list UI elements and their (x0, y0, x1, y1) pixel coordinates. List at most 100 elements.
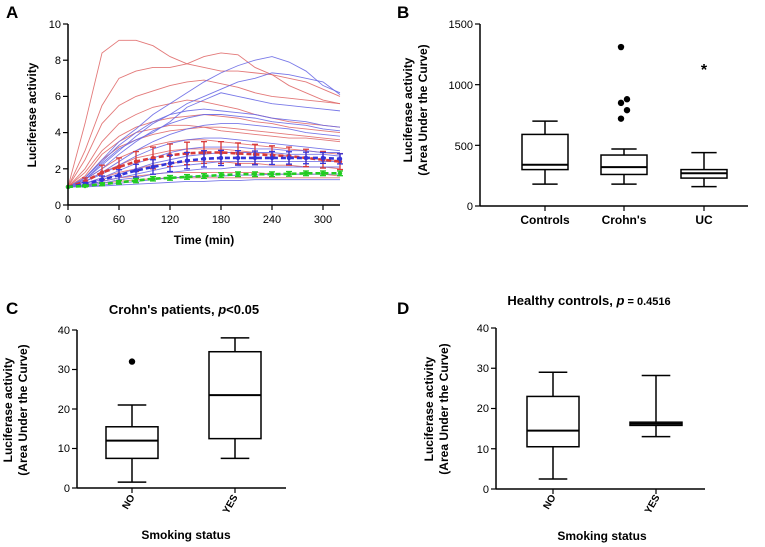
y-tick-label: 8 (55, 55, 61, 67)
mean-point (320, 155, 326, 161)
box-iqr (521, 133, 569, 171)
mean-point (269, 155, 275, 161)
x-category-label: YES (221, 493, 241, 516)
mean-point (303, 171, 309, 176)
panel-a: A 0 2 4 6 8 10 0 60 120 180 240 300 Time… (6, 3, 343, 247)
x-category-label: Crohn's (602, 213, 647, 227)
y-tick-label: 4 (55, 127, 61, 139)
panel-b-y-ticks: 0 500 1000 1500 (449, 19, 473, 213)
mean-point (218, 172, 224, 178)
y-tick-label: 1500 (449, 19, 473, 31)
panel-c-plot-area (72, 329, 262, 493)
x-category-label: NO (542, 493, 559, 512)
y-tick-label: 0 (467, 201, 473, 213)
panel-c-label: C (6, 299, 18, 318)
outlier-point (128, 358, 136, 365)
panel-b-x-categories: Controls Crohn's UC (520, 213, 713, 227)
mean-point (150, 155, 156, 161)
individual-trace-line (67, 39, 341, 188)
individual-trace-line (67, 114, 341, 188)
y-axis-title-line-1: Luciferase activity (422, 356, 436, 461)
y-tick-label: 10 (49, 19, 61, 31)
mean-point (201, 173, 207, 179)
mean-point (150, 164, 156, 170)
individual-trace-line (67, 56, 341, 188)
individual-trace-line (68, 179, 340, 188)
individual-trace-line (67, 123, 341, 188)
mean-point (133, 168, 139, 173)
panel-b-y-axis-title: Luciferase activity (Area Under the Curv… (401, 44, 430, 175)
mean-point (99, 177, 105, 182)
individual-trace-line (67, 92, 341, 188)
x-category-label: YES (643, 493, 663, 516)
mean-point (235, 155, 241, 161)
y-axis-title-line-2: (Area Under the Curve) (416, 44, 430, 175)
mean-point (99, 170, 105, 175)
panel-d-y-axis-title: Luciferase activity (Area Under the Curv… (422, 343, 451, 474)
box-iqr (600, 154, 648, 176)
outlier-point (617, 115, 625, 122)
panel-d-y-ticks: 0 10 20 30 40 (477, 323, 489, 496)
y-tick-label: 40 (58, 325, 70, 337)
panel-a-x-ticks: 0 60 120 180 240 300 (65, 214, 332, 226)
panel-a-x-axis-title: Time (min) (174, 233, 234, 247)
x-tick-label: 0 (65, 214, 71, 226)
outlier-star: * (701, 62, 708, 79)
x-tick-label: 240 (263, 214, 281, 226)
mean-point (252, 172, 258, 177)
individual-trace-line (67, 72, 341, 188)
individual-trace-line (67, 99, 341, 188)
panel-d: D Healthy controls, p = 0.4516 0 10 20 3… (397, 293, 705, 543)
y-tick-label: 40 (477, 323, 489, 335)
y-tick-label: 20 (477, 403, 489, 415)
mean-point (116, 164, 122, 170)
mean-series-line (67, 151, 341, 189)
outlier-point (617, 43, 625, 51)
x-category-label: NO (121, 493, 138, 512)
y-tick-label: 1000 (449, 80, 473, 92)
mean-point (303, 155, 309, 161)
panel-c-x-axis-title: Smoking status (141, 528, 231, 542)
y-tick-label: 500 (455, 141, 473, 153)
x-tick-label: 60 (113, 214, 125, 226)
y-tick-label: 0 (55, 200, 61, 212)
panel-a-y-ticks: 0 2 4 6 8 10 (49, 19, 61, 212)
x-tick-label: 300 (314, 214, 332, 226)
panel-c-y-ticks: 0 10 20 30 40 (58, 325, 70, 495)
mean-point (286, 171, 292, 177)
mean-point (337, 156, 343, 162)
mean-point (235, 172, 241, 177)
y-axis-title-line-1: Luciferase activity (1, 357, 15, 462)
panel-c-x-categories: NO YES (121, 493, 241, 516)
individual-trace-line (67, 108, 341, 188)
mean-point (99, 181, 105, 187)
panel-d-title: Healthy controls, p = 0.4516 (507, 293, 670, 308)
panel-d-plot-area (491, 327, 683, 494)
panel-a-y-axis-title: Luciferase activity (25, 62, 39, 167)
individual-trace-line (67, 166, 340, 188)
y-tick-label: 6 (55, 91, 61, 103)
y-tick-label: 0 (64, 483, 70, 495)
mean-point (184, 174, 190, 180)
mean-point (82, 183, 88, 189)
panel-b-plot-area: * (475, 23, 728, 211)
mean-point (269, 172, 275, 177)
y-tick-label: 20 (58, 404, 70, 416)
mean-point (218, 155, 224, 161)
y-tick-label: 10 (477, 444, 489, 456)
mean-point (167, 175, 173, 181)
x-category-label: Controls (520, 213, 570, 227)
y-tick-label: 30 (58, 364, 70, 376)
mean-point (252, 155, 258, 161)
outlier-point (617, 99, 625, 107)
y-axis-title-line-2: (Area Under the Curve) (16, 344, 30, 475)
mean-point (116, 180, 122, 185)
panel-b: B * 0 500 1000 1500 Controls Crohn's UC … (397, 3, 748, 227)
y-tick-label: 10 (58, 443, 70, 455)
panel-c: C Crohn's patients, p<0.05 0 10 20 30 40… (1, 299, 286, 542)
box-iqr (105, 426, 159, 460)
mean-point (286, 155, 292, 161)
mean-point (201, 156, 207, 162)
mean-point (133, 178, 139, 183)
